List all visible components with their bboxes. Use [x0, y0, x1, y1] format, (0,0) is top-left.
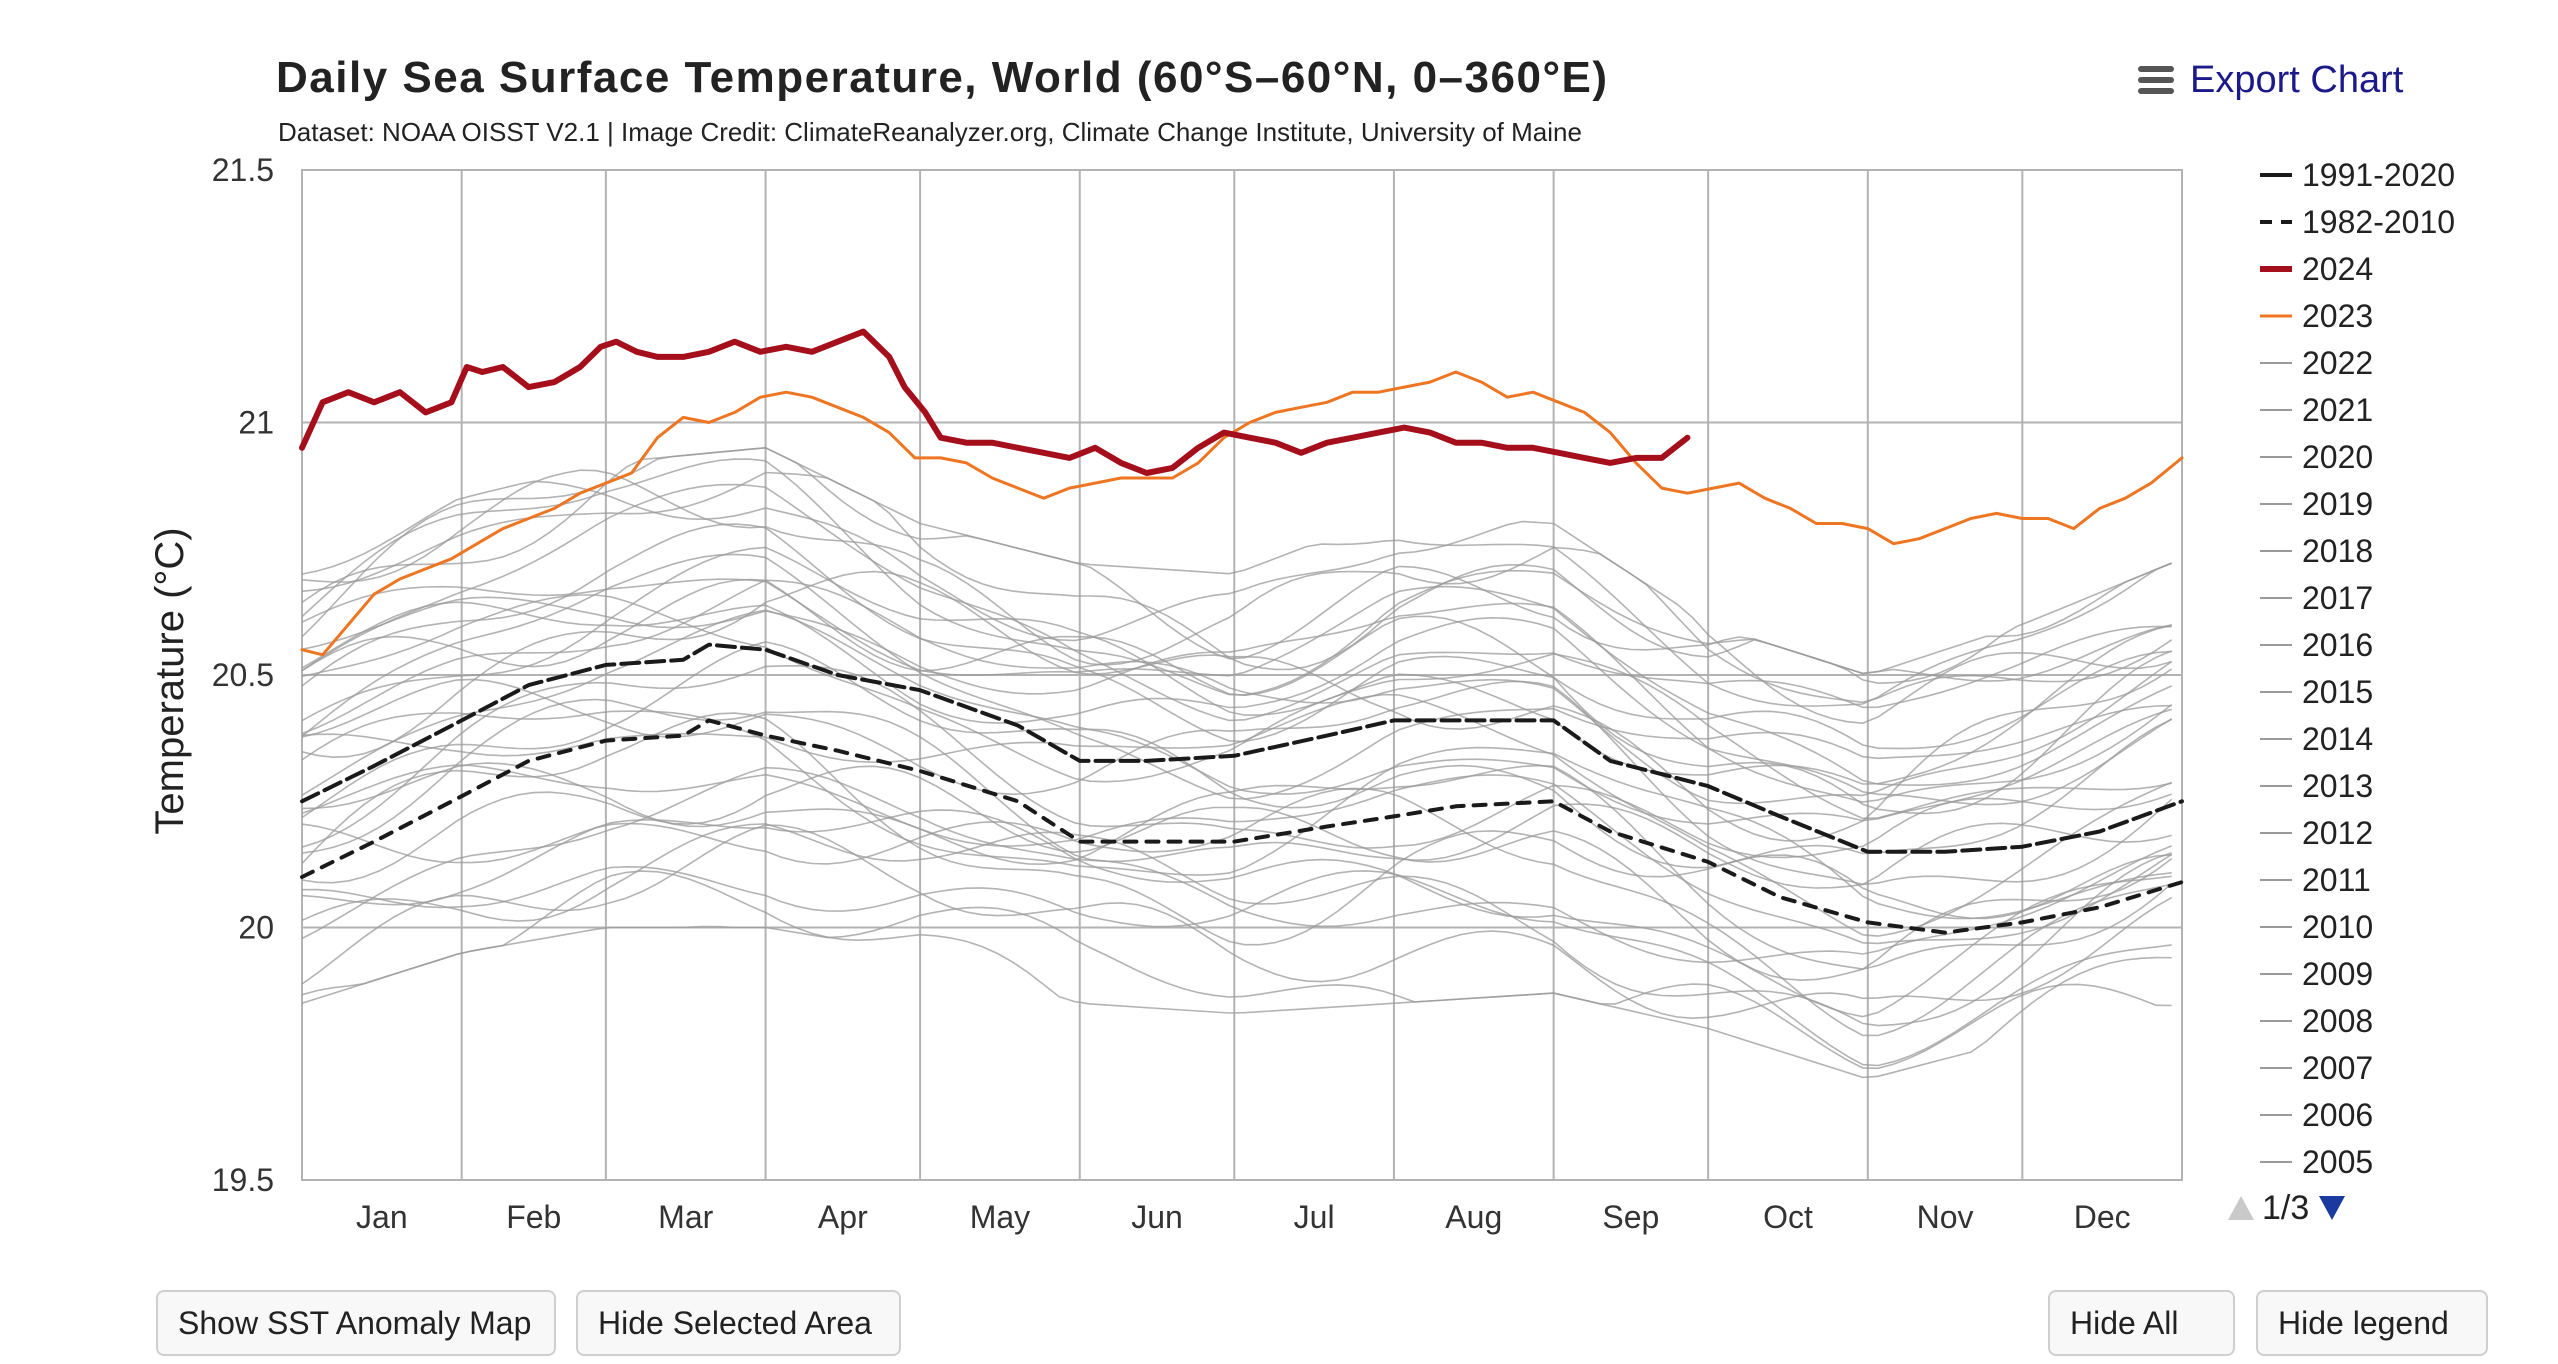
legend-pager: 1/3	[2228, 1186, 2346, 1230]
x-tick-label: Dec	[2074, 1199, 2131, 1235]
export-chart-button[interactable]: Export Chart	[2138, 52, 2403, 108]
legend-item-label[interactable]: 2010	[2302, 909, 2373, 945]
past-year-line	[301, 594, 2172, 820]
arrow-up-icon[interactable]	[2228, 1196, 2254, 1220]
past-year-line	[301, 787, 2172, 1037]
past-year-line	[301, 906, 2172, 1079]
past-year-line	[301, 601, 2173, 806]
series-lines	[299, 328, 2184, 935]
legend-item-label[interactable]: 2018	[2302, 533, 2373, 569]
past-year-line	[301, 762, 2173, 970]
x-tick-label: Sep	[1602, 1199, 1659, 1235]
legend-item-label[interactable]: 2020	[2302, 439, 2373, 475]
past-year-line	[301, 823, 2172, 1027]
past-year-line	[301, 446, 2173, 675]
past-years-lines	[301, 446, 2173, 1079]
legend-page-indicator: 1/3	[2262, 1188, 2310, 1227]
y-tick-label: 21	[238, 405, 274, 441]
y-axis-ticks: 19.5 20 20.5 21 21.5	[212, 152, 274, 1198]
y-tick-label: 19.5	[212, 1162, 274, 1198]
legend-item-label[interactable]: 1991-2020	[2302, 157, 2455, 193]
past-year-line	[301, 483, 2172, 722]
past-year-line	[301, 693, 2173, 937]
show-sst-anomaly-map-button[interactable]: Show SST Anomaly Map	[156, 1290, 556, 1356]
legend-item-label[interactable]: 2009	[2302, 956, 2373, 992]
chart-subtitle: Dataset: NOAA OISST V2.1 | Image Credit:…	[278, 117, 1582, 147]
past-year-line	[301, 579, 2173, 805]
hide-legend-button[interactable]: Hide legend	[2256, 1290, 2488, 1356]
y-tick-label: 21.5	[212, 152, 274, 188]
menu-icon	[2138, 66, 2174, 94]
legend-item-label[interactable]: 1982-2010	[2302, 204, 2455, 240]
series-line-2024	[299, 328, 1691, 476]
legend-item-label[interactable]: 2023	[2302, 298, 2373, 334]
legend-item-label[interactable]: 2012	[2302, 815, 2373, 851]
past-year-line	[301, 578, 2173, 786]
x-tick-label: Mar	[658, 1199, 713, 1235]
past-year-line	[301, 446, 2173, 685]
past-year-line	[301, 553, 2172, 800]
past-year-line	[301, 578, 2173, 815]
x-tick-label: Jul	[1294, 1199, 1335, 1235]
legend-item-label[interactable]: 2024	[2302, 251, 2373, 287]
legend-item-label[interactable]: 2006	[2302, 1097, 2373, 1133]
legend-item-label[interactable]: 2015	[2302, 674, 2373, 710]
past-year-line	[301, 570, 2173, 842]
y-tick-label: 20.5	[212, 657, 274, 693]
past-year-line	[301, 641, 2173, 869]
y-tick-label: 20	[238, 910, 274, 946]
legend-item-label[interactable]: 2008	[2302, 1003, 2373, 1039]
past-year-line	[301, 698, 2172, 889]
past-year-line	[301, 712, 2172, 946]
export-chart-label: Export Chart	[2190, 58, 2404, 101]
past-year-line	[301, 865, 2172, 1067]
series-line-2023	[300, 370, 2184, 657]
series-line-1991-2020	[300, 642, 2184, 854]
x-tick-label: Oct	[1763, 1199, 1813, 1235]
past-year-line	[301, 458, 2172, 696]
past-year-line	[301, 870, 2172, 1070]
legend-item-label[interactable]: 2005	[2302, 1144, 2373, 1180]
past-year-line	[301, 480, 2173, 704]
past-year-line	[301, 824, 2173, 1020]
legend: 1991-2020 1982-2010 2024 2023 2022 2021 2020 20…	[2260, 157, 2455, 1180]
past-year-line	[301, 523, 2172, 750]
x-tick-label: Feb	[506, 1199, 561, 1235]
x-tick-label: May	[970, 1199, 1030, 1235]
legend-item-label[interactable]: 2013	[2302, 768, 2373, 804]
x-axis-ticks: Jan Feb Mar Apr May Jun Jul Aug Sep Oct Nov Dec	[356, 1199, 2131, 1235]
hide-all-button[interactable]: Hide All	[2048, 1290, 2235, 1356]
past-year-line	[301, 809, 2172, 1018]
x-tick-label: Jan	[356, 1199, 408, 1235]
legend-item-label[interactable]: 2014	[2302, 721, 2373, 757]
past-year-line	[301, 546, 2172, 785]
x-tick-label: Aug	[1445, 1199, 1502, 1235]
past-year-line	[301, 764, 2173, 945]
past-year-line	[301, 766, 2172, 964]
chart-title: Daily Sea Surface Temperature, World (60…	[276, 53, 1609, 102]
legend-item-label[interactable]: 2016	[2302, 627, 2373, 663]
arrow-down-icon[interactable]	[2319, 1196, 2346, 1220]
legend-item-label[interactable]: 2017	[2302, 580, 2373, 616]
y-axis-label: Temperature (°C)	[148, 527, 192, 834]
x-tick-label: Nov	[1917, 1199, 1974, 1235]
series-line-1982-2010	[300, 718, 2184, 935]
past-year-line	[301, 765, 2173, 982]
x-tick-label: Jun	[1131, 1199, 1183, 1235]
legend-item-label[interactable]: 2022	[2302, 345, 2373, 381]
x-tick-label: Apr	[818, 1199, 868, 1235]
legend-item-label[interactable]: 2007	[2302, 1050, 2373, 1086]
legend-item-label[interactable]: 2011	[2302, 862, 2371, 898]
past-year-line	[301, 471, 2173, 707]
past-year-line	[301, 609, 2172, 825]
past-year-line	[301, 596, 2173, 803]
past-year-line	[301, 710, 2172, 920]
legend-item-label[interactable]: 2019	[2302, 486, 2373, 522]
past-year-line	[301, 469, 2172, 725]
legend-item-label[interactable]: 2021	[2302, 392, 2373, 428]
past-year-line	[301, 664, 2172, 859]
hide-selected-area-button[interactable]: Hide Selected Area	[576, 1290, 901, 1356]
